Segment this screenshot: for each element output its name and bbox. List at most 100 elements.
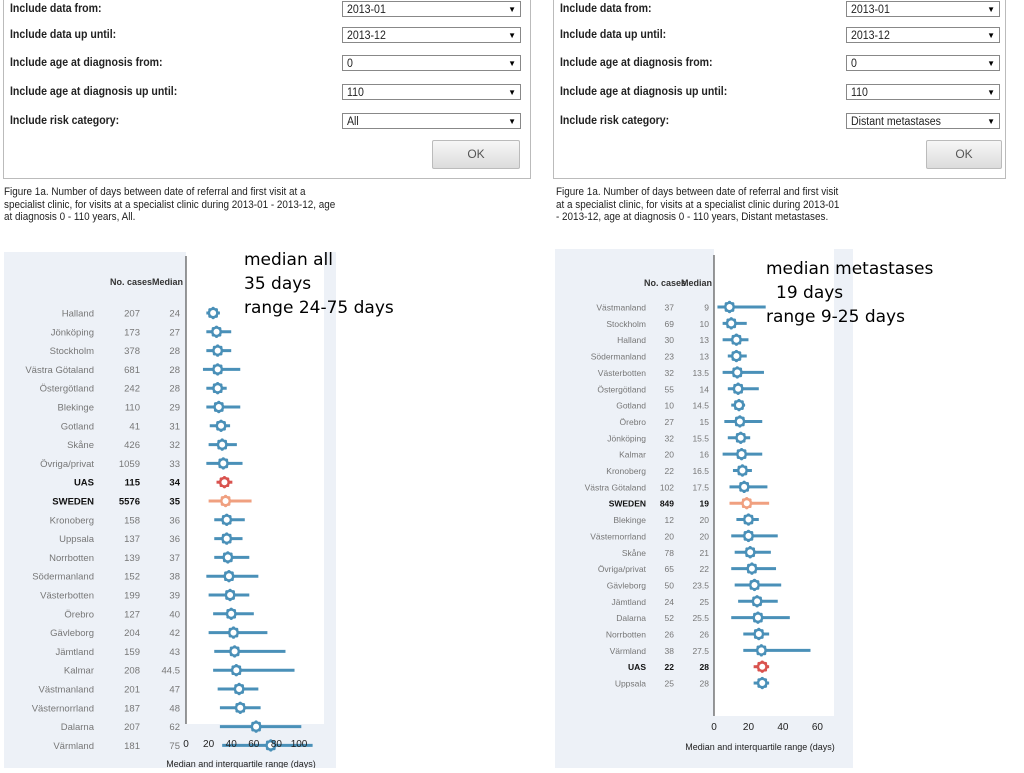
row-median: 32	[169, 440, 180, 451]
row-cases: 187	[124, 703, 140, 714]
median-marker	[223, 588, 237, 602]
row-cases: 50	[665, 580, 675, 590]
row-name: Västmanland	[596, 303, 646, 313]
row-median: 15.5	[692, 433, 709, 443]
median-marker	[222, 570, 236, 583]
row-median: 15	[700, 417, 710, 427]
row-median: 62	[169, 722, 180, 733]
row-cases: 181	[124, 741, 140, 752]
row-name: Gotland	[61, 421, 94, 432]
median-marker	[752, 627, 765, 641]
row-cases: 78	[665, 548, 675, 558]
x-tick-label: 20	[743, 722, 755, 733]
row-name: Jönköping	[607, 433, 646, 443]
row-cases: 30	[665, 335, 675, 345]
row-name: Stockholm	[50, 346, 94, 357]
age-until-select[interactable]: 110 ▼	[342, 84, 521, 100]
row-median: 42	[169, 628, 180, 639]
row-median: 26	[700, 630, 710, 640]
row-name: Kalmar	[64, 666, 94, 677]
median-marker	[742, 529, 755, 543]
median-marker	[723, 300, 736, 314]
row-cases: 115	[125, 478, 141, 489]
row-median: 25.5	[692, 613, 709, 623]
x-tick-label: 0	[183, 739, 189, 750]
median-marker	[735, 447, 748, 461]
median-marker	[730, 333, 743, 346]
row-name: Västerbotten	[598, 368, 646, 378]
ok-button[interactable]: OK	[432, 140, 520, 169]
row-median: 13	[700, 352, 710, 362]
row-name: Gävleborg	[607, 580, 646, 590]
row-name: Övriga/privat	[40, 459, 94, 470]
median-marker	[756, 660, 769, 673]
row-name: Blekinge	[58, 403, 94, 414]
row-median: 37	[169, 553, 180, 564]
row-median: 20	[700, 531, 710, 541]
filter-form-left: Include data from: 2013-01 ▼ Include data…	[3, 0, 531, 179]
row-name: SWEDEN	[609, 499, 646, 509]
row-cases: 25	[665, 679, 675, 689]
row-median: 21	[700, 548, 710, 558]
median-marker	[732, 398, 746, 412]
annotation-line: range 9-25 days	[766, 307, 905, 327]
row-name: Jämtland	[612, 597, 647, 607]
median-marker	[220, 532, 233, 545]
dropdown-arrow-icon: ▼	[987, 31, 995, 40]
date-from-select[interactable]: 2013-01 ▼	[342, 1, 521, 17]
row-cases: 24	[665, 597, 675, 607]
row-name: Västernorrland	[590, 531, 646, 541]
median-marker	[249, 720, 263, 733]
row-cases: 378	[124, 346, 140, 357]
chart-left-svg: No. cases Median Halland 207 24 Jönköping 173 2…	[25, 252, 324, 769]
row-median: 31	[169, 421, 180, 432]
row-cases: 208	[124, 666, 140, 677]
date-from-select[interactable]: 2013-01 ▼	[846, 1, 1000, 17]
row-median: 36	[169, 534, 180, 545]
x-tick-label: 60	[248, 739, 260, 750]
row-name: Jönköping	[51, 327, 94, 338]
median-marker	[740, 497, 753, 510]
median-marker	[211, 382, 224, 395]
median-marker	[736, 464, 749, 477]
row-name: Gotland	[616, 401, 646, 411]
dropdown-arrow-icon: ▼	[508, 88, 516, 97]
row-name: Kronoberg	[606, 466, 646, 476]
median-marker	[214, 419, 228, 432]
risk-category-select[interactable]: Distant metastases ▼	[846, 113, 1000, 129]
row-name: Örebro	[620, 417, 647, 427]
row-cases: 55	[665, 384, 675, 394]
row-name: Stockholm	[606, 319, 646, 329]
date-until-select[interactable]: 2013-12 ▼	[342, 27, 521, 43]
age-from-select[interactable]: 0 ▼	[342, 55, 521, 71]
row-cases: 20	[665, 531, 675, 541]
age-until-select[interactable]: 110 ▼	[846, 84, 1000, 100]
median-marker	[219, 494, 232, 508]
ok-button[interactable]: OK	[926, 140, 1002, 169]
median-marker	[232, 682, 246, 696]
risk-category-select[interactable]: All ▼	[342, 113, 521, 129]
age-from-select[interactable]: 0 ▼	[846, 55, 1000, 71]
row-median: 28	[700, 662, 710, 672]
row-cases: 38	[665, 646, 675, 656]
x-tick-label: 0	[711, 722, 717, 733]
figure-caption: Figure 1a. Number of days between date o…	[4, 186, 336, 223]
form-label: Include risk category:	[560, 113, 670, 127]
row-cases: 22	[665, 466, 675, 476]
row-name: Örebro	[64, 609, 94, 620]
x-tick-label: 40	[226, 739, 238, 750]
row-cases: 204	[124, 628, 140, 639]
row-median: 23.5	[692, 580, 709, 590]
row-median: 9	[704, 303, 709, 313]
header-median: Median	[681, 278, 712, 288]
dropdown-arrow-icon: ▼	[508, 59, 516, 68]
date-until-select[interactable]: 2013-12 ▼	[846, 27, 1000, 43]
median-marker	[210, 325, 223, 338]
filter-form-right: Include data from: 2013-01 ▼ Include data…	[553, 0, 1006, 179]
row-median: 14.5	[692, 401, 709, 411]
row-median: 44.5	[162, 666, 181, 677]
row-name: Uppsala	[615, 679, 646, 689]
chart-right: No. cases Median Västmanland 37 9 Stockholm 69…	[555, 249, 853, 768]
x-tick-label: 60	[812, 722, 824, 733]
